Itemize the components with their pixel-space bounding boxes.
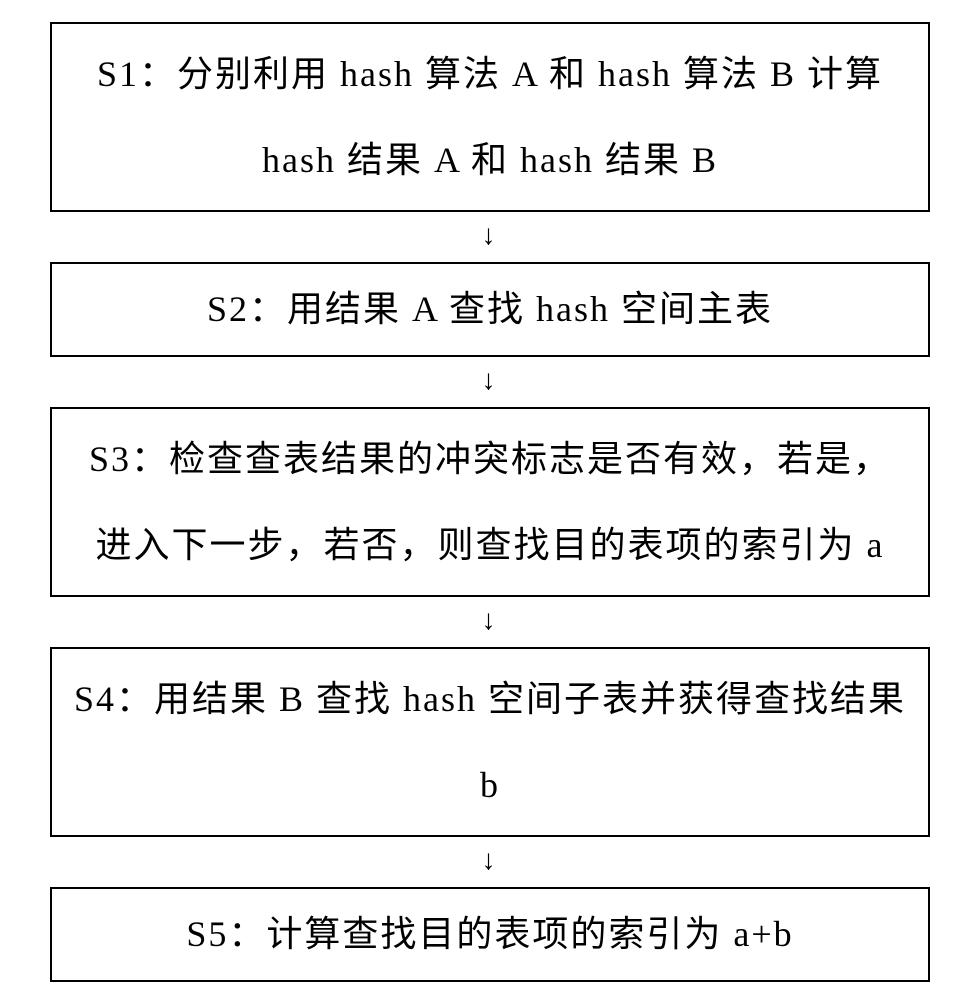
node-text: S2：用结果 A 查找 hash 空间主表 [72,266,908,352]
arrow-down-icon: ↓ [482,222,496,250]
flowchart-node-s2: S2：用结果 A 查找 hash 空间主表 [50,262,930,357]
flowchart-node-s3: S3：检查查表结果的冲突标志是否有效，若是，进入下一步，若否，则查找目的表项的索… [50,407,930,597]
node-text: S1：分别利用 hash 算法 A 和 hash 算法 B 计算 hash 结果… [72,31,908,204]
arrow-down-icon: ↓ [482,367,496,395]
flowchart-node-s5: S5：计算查找目的表项的索引为 a+b [50,887,930,982]
node-text: S5：计算查找目的表项的索引为 a+b [72,891,908,977]
node-text: S4：用结果 B 查找 hash 空间子表并获得查找结果 b [72,656,908,829]
flowchart-canvas: S1：分别利用 hash 算法 A 和 hash 算法 B 计算 hash 结果… [0,0,977,1000]
node-text: S3：检查查表结果的冲突标志是否有效，若是，进入下一步，若否，则查找目的表项的索… [72,416,908,589]
flowchart-node-s1: S1：分别利用 hash 算法 A 和 hash 算法 B 计算 hash 结果… [50,22,930,212]
arrow-down-icon: ↓ [482,607,496,635]
arrow-down-icon: ↓ [482,847,496,875]
flowchart-node-s4: S4：用结果 B 查找 hash 空间子表并获得查找结果 b [50,647,930,837]
